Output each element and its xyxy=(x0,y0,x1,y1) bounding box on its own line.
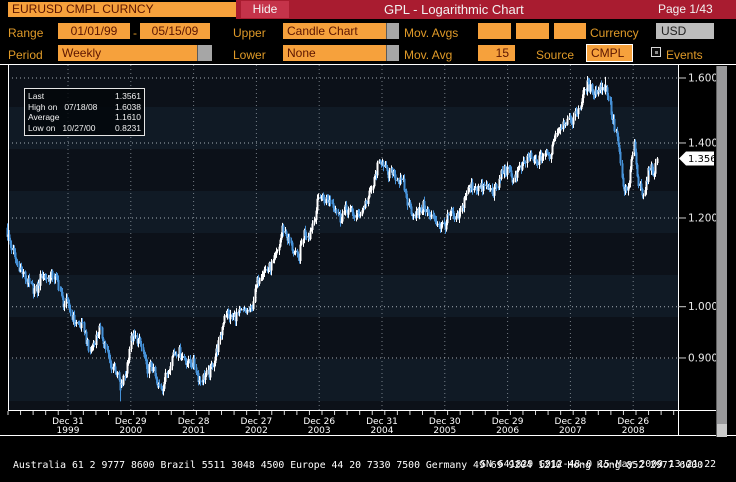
period-dropdown-arrow[interactable] xyxy=(197,45,212,61)
period-label: Period xyxy=(8,48,43,62)
svg-text:1.3561: 1.3561 xyxy=(688,154,723,165)
hide-button[interactable]: Hide xyxy=(241,1,289,18)
x-tick-label: Dec 30 xyxy=(429,417,461,427)
last-price-tag: 1.3561 xyxy=(679,151,723,166)
x-tick-year: 2007 xyxy=(559,426,582,436)
page-title: GPL - Logarithmic Chart xyxy=(384,2,524,17)
currency-label: Currency xyxy=(590,26,639,40)
mov-avg-input-2[interactable] xyxy=(516,23,549,39)
plot-background xyxy=(8,65,678,410)
title-bar: EURUSD CMPL CURNCY Hide GPL - Logarithmi… xyxy=(0,0,736,19)
x-tick-label: Dec 28 xyxy=(555,417,587,427)
source-label: Source xyxy=(536,48,575,62)
legend-label: Low on xyxy=(28,122,56,133)
title-bar-red xyxy=(236,0,736,19)
mov-avg-period-input[interactable]: 15 xyxy=(478,45,515,61)
vertical-scrollbar-cap[interactable] xyxy=(716,424,727,437)
events-checkbox-dot xyxy=(655,51,658,54)
lower-label: Lower xyxy=(233,48,266,62)
legend-label: Average xyxy=(28,112,60,122)
y-tick-label: 1.0000 xyxy=(688,301,725,313)
upper-dropdown-arrow[interactable] xyxy=(386,23,399,39)
legend-date: 10/27/00 xyxy=(62,122,96,133)
legend-date: 07/18/08 xyxy=(64,101,98,112)
legend-value: 1.6038 xyxy=(115,101,141,112)
legend-value: 0.8231 xyxy=(115,122,141,133)
legend-label: High on xyxy=(28,101,58,112)
y-tick-label: 1.4000 xyxy=(688,137,725,149)
x-tick-label: Dec 29 xyxy=(492,417,524,427)
mov-avg-label: Mov. Avg xyxy=(404,48,453,62)
legend-row-last: Last 1.3561 xyxy=(28,91,141,102)
vertical-scrollbar[interactable] xyxy=(716,66,727,437)
events-checkbox[interactable] xyxy=(651,47,661,57)
x-tick-label: Dec 26 xyxy=(303,417,335,427)
upper-label: Upper xyxy=(233,26,266,40)
footer-serial-timestamp: SN 641829 G912-48-0 15-May-2009 13:21:22 xyxy=(480,459,716,470)
period-dropdown[interactable]: Weekly xyxy=(58,45,197,61)
x-tick-year: 2005 xyxy=(433,426,456,436)
mov-avg-input-3[interactable] xyxy=(554,23,586,39)
range-dash: - xyxy=(133,26,137,40)
x-tick-year: 2008 xyxy=(622,426,645,436)
page-indicator: Page 1/43 xyxy=(658,2,713,16)
grid xyxy=(8,65,678,410)
x-tick-year: 2001 xyxy=(182,426,205,436)
footer-contact-info: Australia 61 2 9777 8600 Brazil 5511 304… xyxy=(13,437,703,482)
range-end-input[interactable]: 05/15/09 xyxy=(140,23,210,39)
lower-dropdown-arrow[interactable] xyxy=(386,45,399,61)
x-tick-year: 2006 xyxy=(496,426,519,436)
y-tick-label: 0.9000 xyxy=(688,352,725,364)
lower-chart-dropdown[interactable]: None xyxy=(283,45,386,61)
axes xyxy=(0,64,736,436)
range-start-input[interactable]: 01/01/99 xyxy=(58,23,130,39)
chart-stats-legend: Last 1.3561 High on 07/18/08 1.6038 Aver… xyxy=(24,88,145,136)
x-tick-label: Dec 27 xyxy=(241,417,273,427)
source-input[interactable]: CMPL xyxy=(586,44,633,62)
x-tick-year: 1999 xyxy=(57,426,80,436)
x-tick-label: Dec 31 xyxy=(366,417,398,427)
upper-chart-dropdown[interactable]: Candle Chart xyxy=(283,23,386,39)
x-tick-label: Dec 31 xyxy=(52,417,84,427)
range-label: Range xyxy=(8,26,44,40)
currency-dropdown[interactable]: USD xyxy=(656,23,714,39)
y-tick-label: 1.6000 xyxy=(688,73,725,85)
x-tick-year: 2000 xyxy=(119,426,142,436)
candlestick-series xyxy=(6,76,659,402)
x-tick-year: 2004 xyxy=(371,426,394,436)
legend-row-average: Average 1.1610 xyxy=(28,112,141,123)
x-tick-label: Dec 29 xyxy=(115,417,147,427)
x-tick-year: 2002 xyxy=(245,426,268,436)
x-tick-year: 2003 xyxy=(308,426,331,436)
legend-value: 1.3561 xyxy=(115,91,141,101)
y-axis: 1.6000 1.4000 1.2000 1.0000 0.9000 xyxy=(678,73,725,364)
legend-value: 1.1610 xyxy=(115,112,141,122)
x-tick-label: Dec 26 xyxy=(617,417,649,427)
footer-line-1: Australia 61 2 9777 8600 Brazil 5511 304… xyxy=(13,459,704,471)
legend-label: Last xyxy=(28,91,45,101)
legend-row-high: High on 07/18/08 1.6038 xyxy=(28,102,141,113)
y-tick-label: 1.2000 xyxy=(688,212,725,224)
mov-avgs-label: Mov. Avgs xyxy=(404,26,459,40)
x-tick-label: Dec 28 xyxy=(178,417,210,427)
events-label: Events xyxy=(666,48,703,62)
legend-row-low: Low on 10/27/00 0.8231 xyxy=(28,123,141,134)
security-ticker-input[interactable]: EURUSD CMPL CURNCY xyxy=(8,2,236,17)
mov-avg-input-1[interactable] xyxy=(478,23,511,39)
